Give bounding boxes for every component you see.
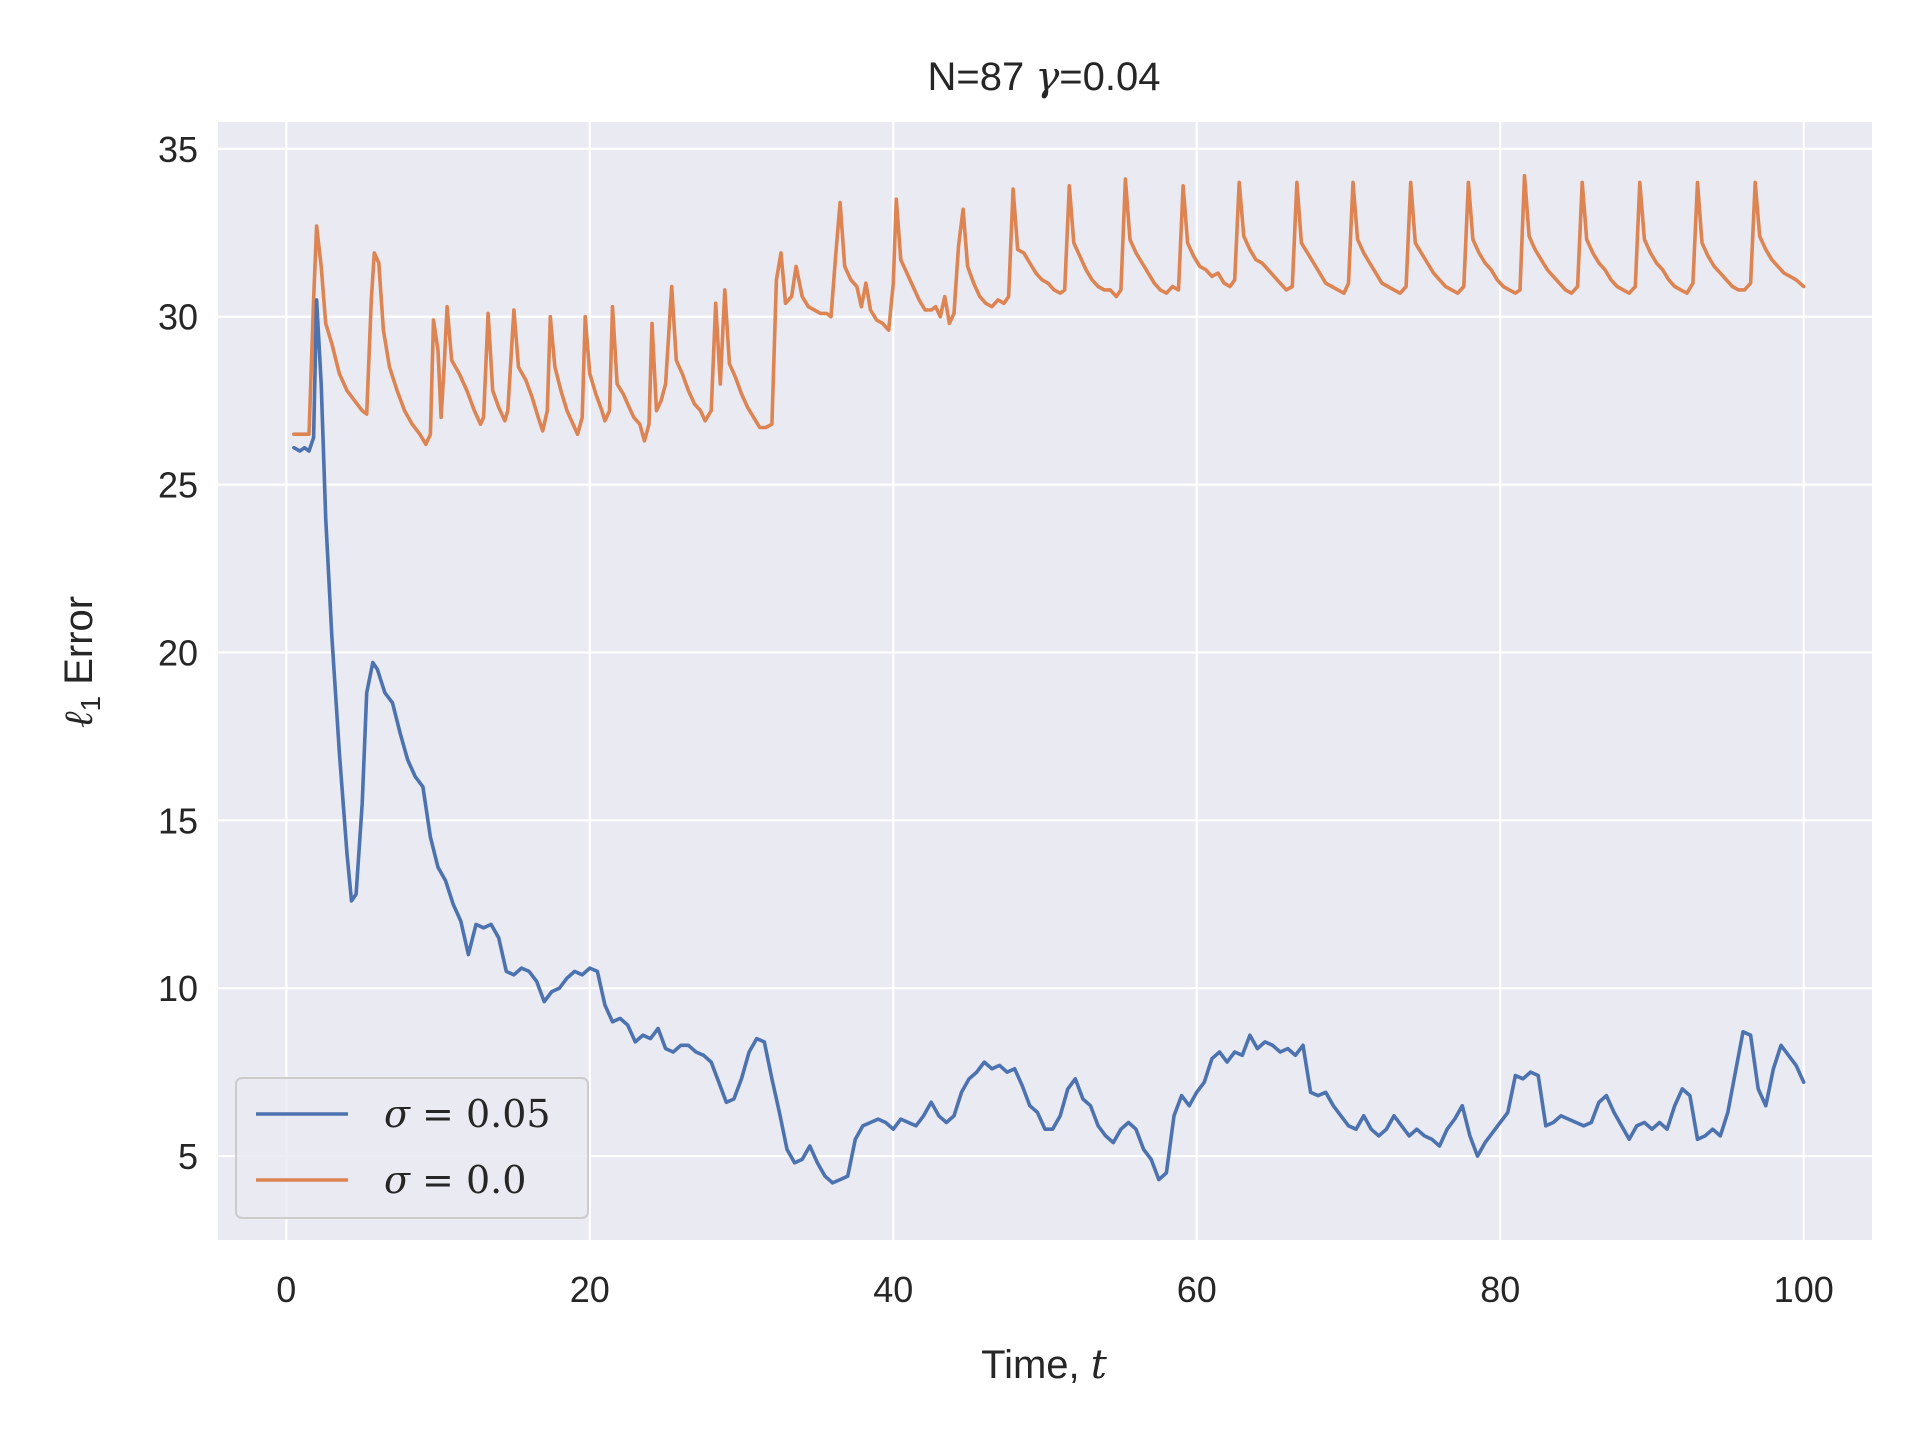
legend: σ = 0.05 σ = 0.0	[236, 1078, 588, 1218]
x-axis-label: Time, t	[981, 1342, 1108, 1388]
y-tick-label: 15	[158, 800, 198, 841]
y-tick-label: 20	[158, 632, 198, 673]
x-tick-label: 20	[570, 1269, 610, 1310]
y-tick-label: 30	[158, 297, 198, 338]
x-tick-labels: 0 20 40 60 80 100	[276, 1269, 1833, 1310]
x-tick-label: 100	[1774, 1269, 1834, 1310]
y-tick-label: 25	[158, 465, 198, 506]
y-tick-label: 10	[158, 968, 198, 1009]
chart-title: N=87 γ=0.04	[928, 54, 1161, 100]
y-tick-label: 5	[178, 1136, 198, 1177]
x-tick-label: 80	[1480, 1269, 1520, 1310]
y-tick-labels: 5 10 15 20 25 30 35	[158, 129, 198, 1177]
x-tick-label: 40	[873, 1269, 913, 1310]
legend-label-sigma-005: σ = 0.05	[384, 1092, 551, 1136]
x-tick-label: 0	[276, 1269, 296, 1310]
y-tick-label: 35	[158, 129, 198, 170]
legend-label-sigma-00: σ = 0.0	[384, 1158, 526, 1202]
x-tick-label: 60	[1177, 1269, 1217, 1310]
y-axis-label: ℓ1 Error	[56, 596, 106, 728]
